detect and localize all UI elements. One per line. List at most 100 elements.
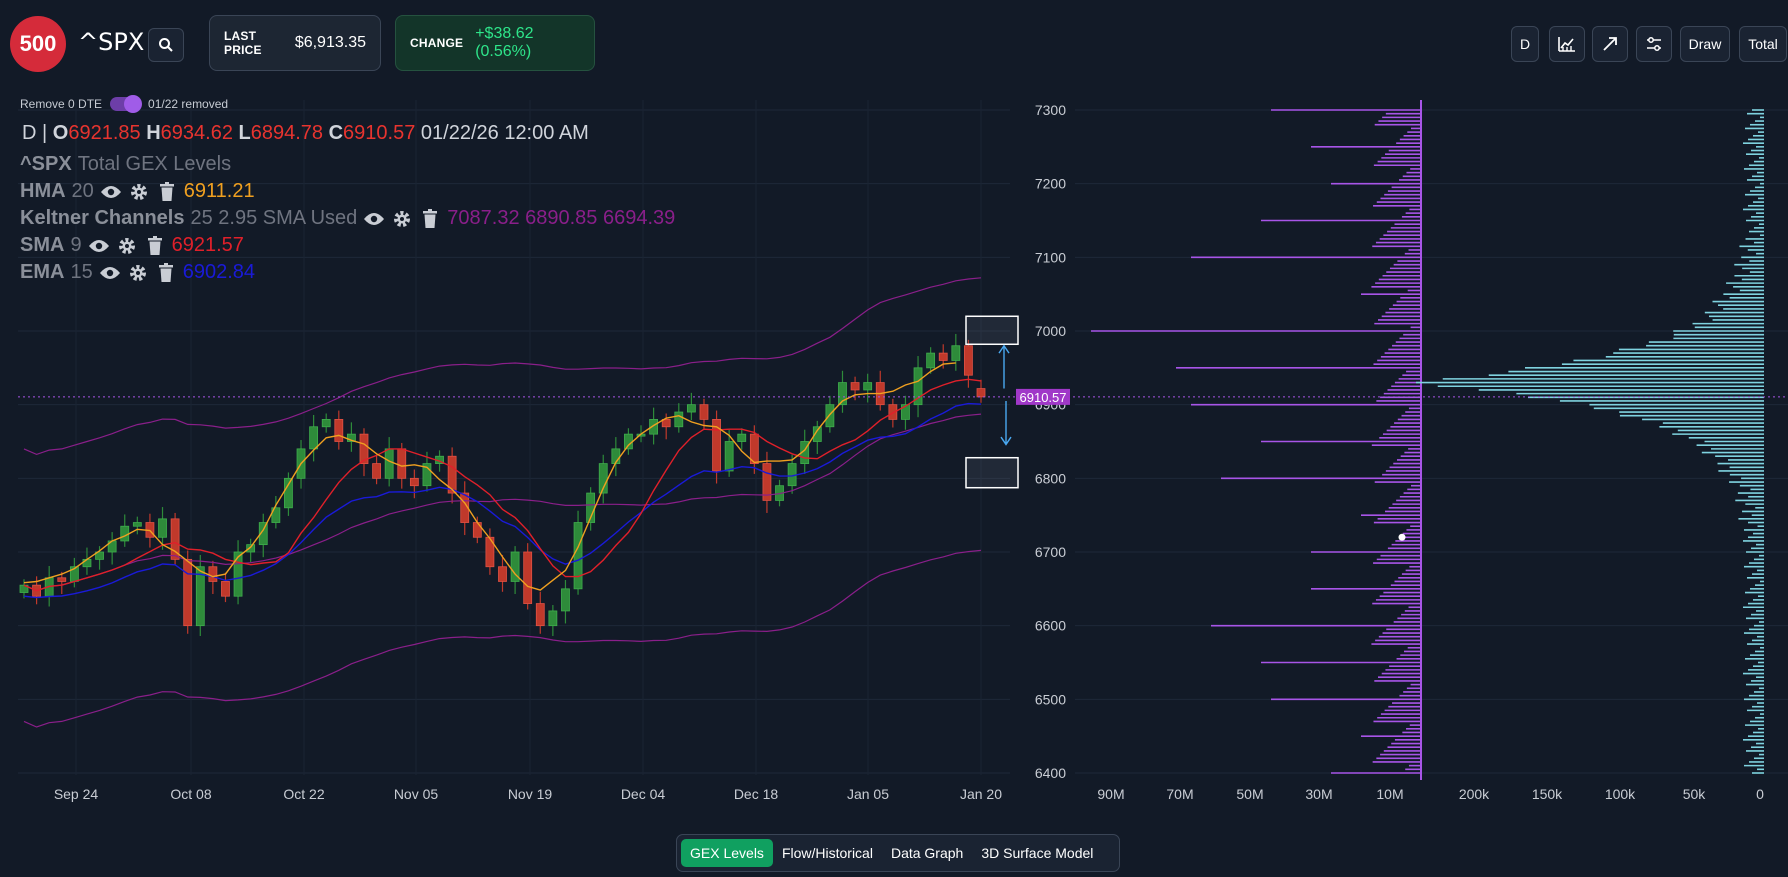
candle-body: [938, 352, 948, 361]
price-axis-label: 6400: [1035, 765, 1066, 781]
candle-body: [498, 566, 507, 582]
candle-body: [762, 463, 772, 501]
trash-icon[interactable]: [144, 235, 166, 257]
ohlc-readout: D | O6921.85 H6934.62 L6894.78 C6910.57 …: [22, 122, 589, 145]
indicator-values: 7087.32 6890.85 6694.39: [447, 207, 676, 229]
oi-axis-label: 150k: [1532, 786, 1563, 802]
gex-axis-label: 90M: [1097, 786, 1124, 802]
candle-body: [863, 382, 873, 391]
gex-axis-label: 70M: [1166, 786, 1193, 802]
chart-canvas[interactable]: 7300720071007000690068006700660065006400…: [0, 88, 1788, 808]
candle-body: [712, 418, 721, 472]
indicator-name: Keltner Channels: [20, 207, 185, 229]
draw-button[interactable]: Draw: [1680, 26, 1730, 62]
study-ticker: ^SPX: [20, 153, 72, 175]
bottom-tab-bar: GEX Levels Flow/Historical Data Graph 3D…: [676, 834, 1120, 872]
study-name: Total GEX Levels: [77, 153, 232, 175]
remove-0dte-toggle[interactable]: [110, 95, 143, 113]
candle-body: [158, 518, 167, 538]
indicator-params: 9: [70, 234, 82, 256]
x-axis-label: Jan 05: [847, 786, 889, 802]
target-box-lower: [965, 456, 1019, 489]
ohlc-close-label: C: [328, 122, 344, 144]
candle-body: [649, 418, 659, 435]
search-button[interactable]: [148, 28, 184, 62]
candle-body: [624, 433, 633, 450]
indicator-name: EMA: [20, 261, 65, 283]
ohlc-open-label: O: [52, 122, 69, 144]
change-label: CHANGE: [410, 36, 464, 50]
price-axis-label: 6500: [1035, 691, 1066, 707]
chart-type-button[interactable]: [1549, 26, 1585, 62]
arrow-up: [998, 344, 1010, 389]
settings-sliders-icon: [1647, 37, 1661, 51]
interval-button[interactable]: D: [1511, 26, 1539, 62]
candle-body: [346, 433, 356, 442]
gex-axis-label: 10M: [1376, 786, 1403, 802]
tab-data-graph[interactable]: Data Graph: [890, 845, 964, 861]
tab-3d-surface-model[interactable]: 3D Surface Model: [981, 845, 1094, 861]
trash-icon[interactable]: [155, 262, 177, 284]
candle-body: [913, 367, 923, 406]
price-axis-label: 6700: [1035, 544, 1066, 560]
candle-body: [737, 433, 747, 442]
gear-icon[interactable]: [391, 208, 413, 230]
candle-body: [510, 551, 520, 582]
logo-badge[interactable]: 500: [10, 16, 66, 72]
candle-body: [888, 404, 898, 420]
indicator-name: HMA: [20, 180, 66, 202]
gear-icon[interactable]: [127, 262, 149, 284]
eye-icon[interactable]: [88, 235, 110, 257]
candle-body: [812, 426, 822, 442]
gear-icon[interactable]: [128, 181, 150, 203]
x-axis-label: Oct 08: [170, 786, 211, 802]
trend-line-button[interactable]: [1592, 26, 1628, 62]
eye-icon[interactable]: [99, 262, 121, 284]
ema-line: [23, 402, 982, 599]
candle-body: [951, 345, 961, 361]
settings-button[interactable]: [1636, 26, 1672, 62]
gex-axis-label: 30M: [1305, 786, 1332, 802]
candle-body: [132, 522, 142, 527]
ticker-symbol: ^SPX: [78, 28, 145, 56]
oi-axis-label: 0: [1756, 786, 1764, 802]
oi-axis-label: 100k: [1605, 786, 1636, 802]
hma-line: [23, 362, 956, 591]
candle-body: [409, 477, 419, 487]
sma-line: [23, 378, 982, 592]
study-title: ^SPX Total GEX Levels: [20, 153, 231, 176]
change-card: CHANGE +$38.62 (0.56%): [395, 15, 595, 71]
candle-body: [686, 404, 696, 413]
last-price-card: LAST PRICE $6,913.35: [209, 15, 381, 71]
ohlc-low: 6894.78: [250, 122, 324, 144]
candle-body: [208, 566, 218, 582]
arrow-down: [1000, 400, 1012, 446]
open-interest-bars: [1416, 109, 1764, 774]
candle-body: [309, 426, 319, 450]
tab-flow-historical[interactable]: Flow/Historical: [781, 845, 873, 861]
trash-icon[interactable]: [419, 208, 441, 230]
price-axis-label: 6600: [1035, 618, 1066, 634]
gear-icon[interactable]: [116, 235, 138, 257]
target-box-upper: [965, 315, 1019, 346]
price-axis-label: 7200: [1035, 176, 1066, 192]
eye-icon[interactable]: [363, 208, 385, 230]
top-bar: 500 ^SPX LAST PRICE $6,913.35 CHANGE +$3…: [0, 0, 1788, 88]
candle-body: [485, 536, 495, 568]
total-button[interactable]: Total: [1739, 26, 1787, 62]
eye-icon[interactable]: [100, 181, 122, 203]
candle-body: [699, 404, 709, 420]
price-marker-box: [1016, 388, 1070, 405]
tab-gex-levels[interactable]: GEX Levels: [681, 839, 773, 867]
oi-axis-label: 200k: [1459, 786, 1490, 802]
search-icon: [159, 38, 173, 52]
candle-body: [195, 566, 205, 627]
candle-body: [334, 418, 344, 442]
candle-body: [523, 551, 533, 604]
candle-body: [901, 404, 910, 420]
trash-icon[interactable]: [156, 181, 178, 203]
indicator-params: 20: [71, 180, 94, 202]
candle-body: [221, 581, 230, 597]
price-marker-label: 6910.57: [1020, 390, 1067, 405]
keltner-lower-line: [23, 549, 982, 728]
